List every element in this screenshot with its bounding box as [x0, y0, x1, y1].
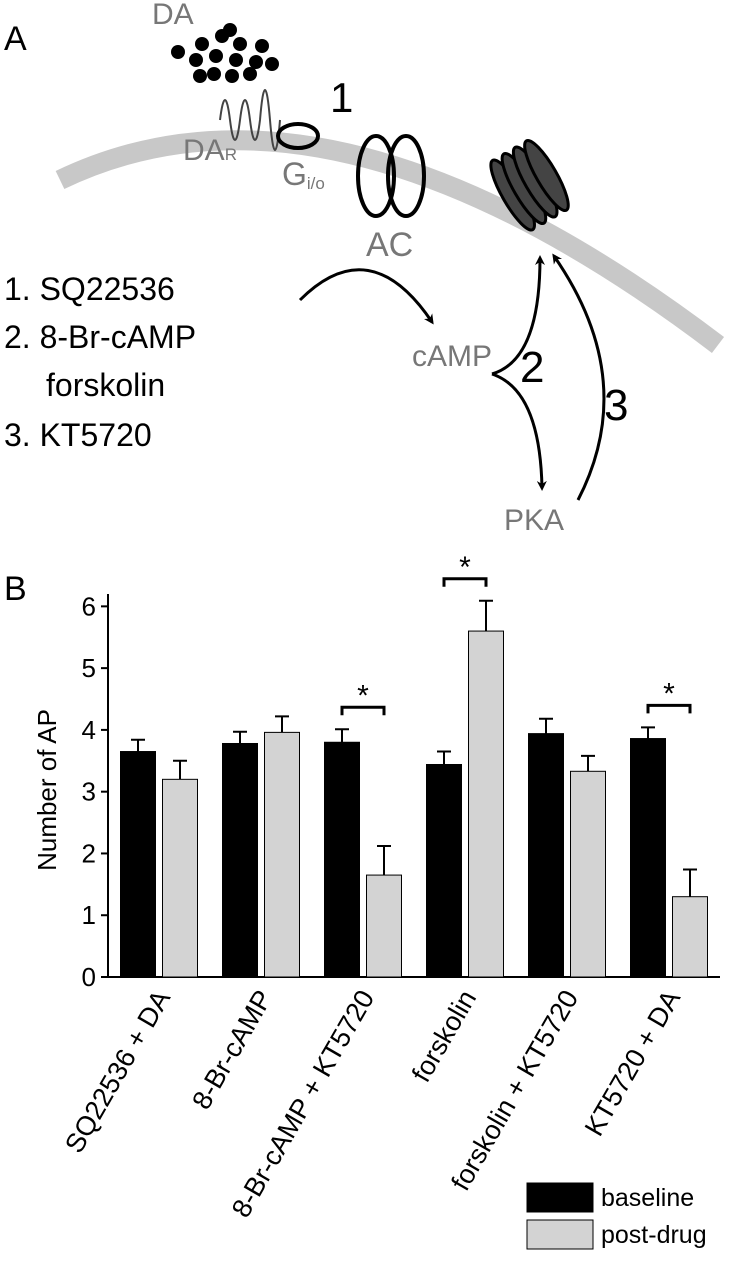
x-tick-label: forskolin: [406, 985, 482, 1087]
arrow: [298, 268, 434, 325]
y-tick-label: 2: [82, 838, 96, 868]
panel-label: A: [4, 20, 27, 58]
g-protein-sub: i/o: [307, 174, 325, 193]
messenger-label: cAMP: [412, 340, 492, 373]
y-axis-label: Number of AP: [32, 709, 62, 871]
g-protein-text: G: [282, 156, 307, 192]
drug-list-item: forskolin: [46, 367, 165, 403]
receptor-label: DAR: [183, 134, 237, 167]
bar: [222, 742, 258, 978]
receptor: [219, 89, 281, 151]
legend-swatch: [526, 1219, 594, 1250]
y-tick-label: 5: [82, 653, 96, 683]
arrow: [552, 253, 606, 501]
step-label: 2: [520, 343, 544, 392]
panel-label: B: [4, 570, 27, 608]
error-bar: [437, 750, 451, 765]
legend-label: post-drug: [601, 1221, 707, 1249]
y-tick-label: 6: [82, 591, 96, 621]
significance-bracket: [646, 703, 692, 714]
kinase-label: PKA: [504, 504, 564, 537]
bar: [120, 751, 156, 978]
significance-bracket: [442, 577, 488, 587]
step-label: 3: [604, 381, 628, 430]
ion-channel: [489, 139, 570, 232]
y-tick-label: 3: [82, 777, 96, 807]
y-tick-label: 0: [82, 962, 96, 992]
enzyme-label: AC: [366, 226, 413, 264]
x-tick-label: SQ22536 + DA: [59, 985, 176, 1158]
ligand-label: DA: [152, 0, 194, 31]
receptor-text: DA: [183, 134, 225, 167]
significance-label: *: [357, 679, 369, 712]
bar: [426, 763, 462, 978]
significance-bracket: [340, 705, 386, 716]
g-protein: [276, 122, 320, 150]
error-bar: [173, 759, 187, 780]
bar: [324, 741, 360, 978]
step-label: 1: [330, 74, 353, 121]
bar: [570, 770, 606, 978]
legend-swatch: [526, 1182, 594, 1213]
bar: [672, 896, 708, 978]
x-tick-label: KT5720 + DA: [579, 985, 686, 1141]
bar: [630, 738, 666, 978]
drug-list-item: 3. KT5720: [4, 417, 152, 453]
error-bar: [479, 599, 493, 632]
y-tick-label: 1: [82, 900, 96, 930]
bar: [366, 874, 402, 978]
significance-label: *: [459, 551, 471, 584]
adenylyl-cyclase: [386, 134, 426, 218]
adenylyl-cyclase: [356, 134, 396, 218]
error-bar: [131, 738, 145, 752]
drug-list-item: 1. SQ22536: [4, 271, 175, 307]
arrow: [491, 255, 545, 376]
g-protein-label: Gi/o: [282, 156, 325, 193]
error-bar: [581, 754, 595, 772]
bar: [264, 731, 300, 978]
error-bar: [641, 726, 655, 739]
error-bar: [233, 730, 247, 744]
bar: [528, 733, 564, 978]
bar: [468, 630, 504, 978]
bar: [162, 778, 198, 978]
drug-list-item: 2. 8-Br-cAMP: [4, 319, 196, 355]
error-bar: [335, 728, 349, 743]
receptor-sub: R: [225, 145, 237, 164]
error-bar: [275, 715, 289, 733]
error-bar: [377, 845, 391, 876]
error-bar: [683, 868, 697, 897]
error-bar: [539, 717, 553, 734]
arrow: [491, 372, 547, 491]
legend-label: baseline: [601, 1184, 694, 1212]
x-tick-label: 8-Br-cAMP: [186, 985, 278, 1114]
y-tick-label: 4: [82, 715, 96, 745]
dopamine-molecules: [171, 23, 279, 83]
significance-label: *: [663, 677, 675, 710]
